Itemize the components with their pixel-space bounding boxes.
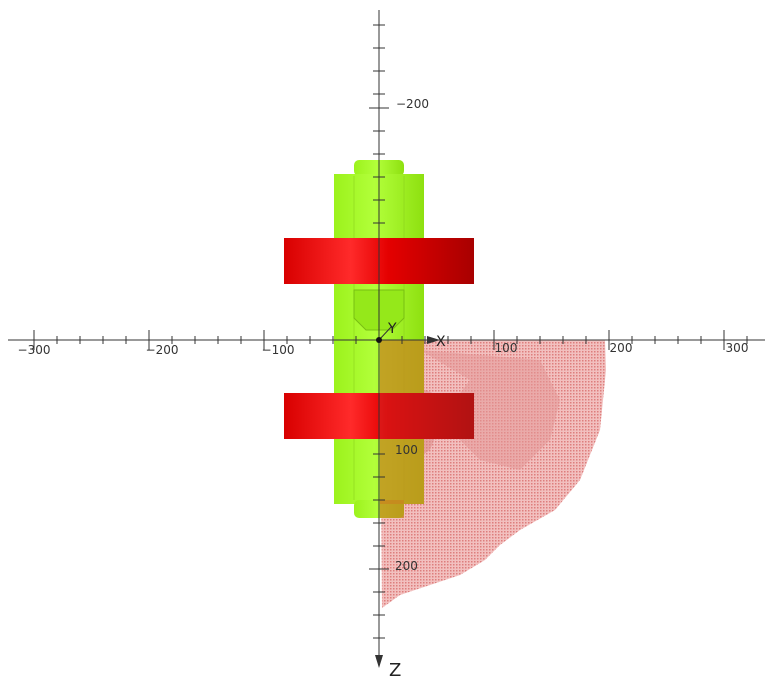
y-axis-marker [378,325,393,341]
x-tick-label: 100 [495,341,518,355]
x-axis-arrow [427,336,440,344]
x-tick-label: −100 [262,343,295,357]
z-tick-label: 200 [395,559,418,573]
x-tick-label: −300 [18,343,51,357]
x-axis [8,330,765,350]
origin-point [376,337,382,343]
z-tick-label: 100 [395,443,418,457]
y-axis-label: Y [387,321,397,337]
x-tick-label: 300 [726,341,749,355]
x-tick-label: 200 [610,341,633,355]
x-axis-label: X [436,334,446,350]
z-axis-label: Z [389,660,401,680]
overlap-region-lower [380,500,404,518]
x-tick-label: −200 [146,343,179,357]
z-tick-label: −200 [396,97,429,111]
